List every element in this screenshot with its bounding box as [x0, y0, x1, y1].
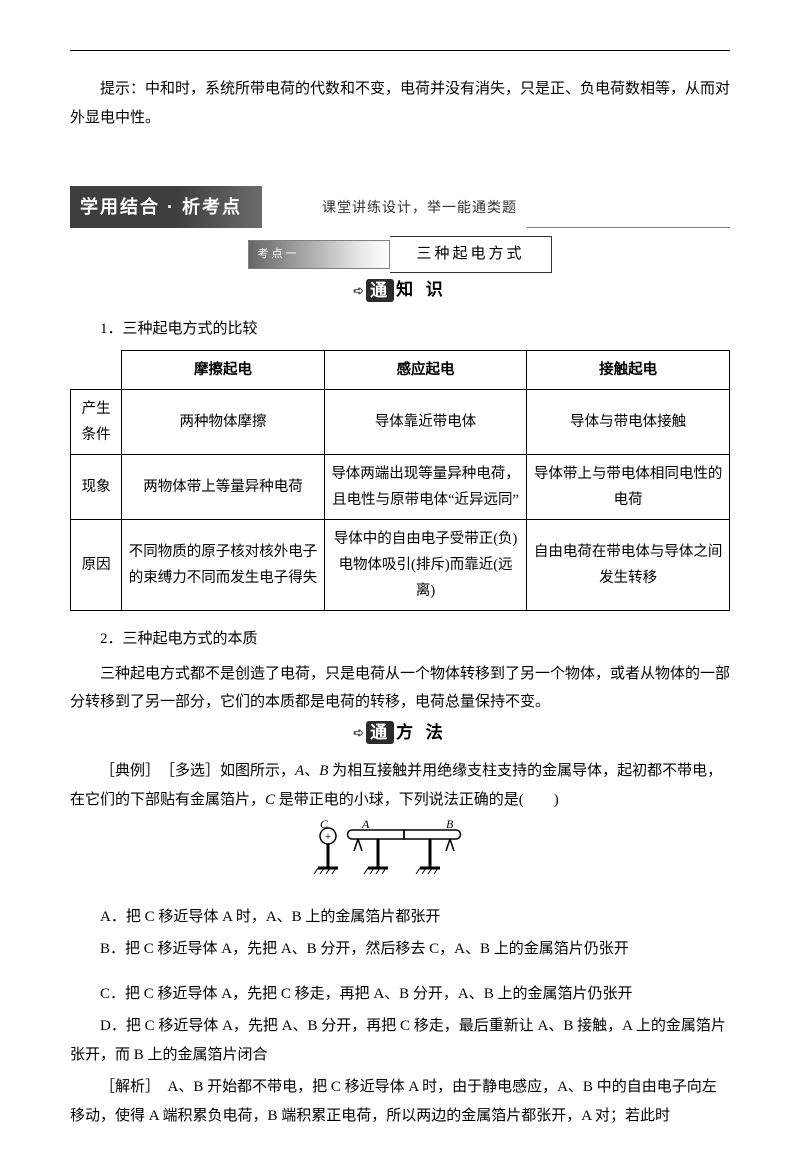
- table-row: 摩擦起电 感应起电 接触起电: [71, 350, 730, 389]
- fig-conductor-a: [348, 830, 404, 839]
- intro-paragraph: 提示：中和时，系统所带电荷的代数和不变，电荷并没有消失，只是正、负电荷数相等，从…: [70, 75, 730, 132]
- th-friction: 摩擦起电: [122, 350, 325, 389]
- badge-knowledge: ➪ 通 知 识: [70, 277, 730, 306]
- example-stem: ［典例］ ［多选］如图所示，A、B 为相互接触并用绝缘支柱支持的金属导体，起初都…: [70, 757, 730, 814]
- fig-label-A: A: [361, 818, 370, 831]
- badge-dark: 通: [366, 721, 394, 744]
- section-banner: 学用结合 · 析考点 课堂讲练设计，举一能通类题: [70, 186, 730, 228]
- option-b: B．把 C 移近导体 A，先把 A、B 分开，然后移去 C，A、B 上的金属箔片…: [70, 935, 730, 964]
- badge-method: ➪ 通 方 法: [70, 719, 730, 748]
- banner-subtitle: 课堂讲练设计，举一能通类题: [322, 194, 517, 221]
- var-B: B: [319, 763, 328, 779]
- stem-c: 是带正电的小球，下列说法正确的是( ): [275, 792, 559, 808]
- option-a: A．把 C 移近导体 A 时，A、B 上的金属箔片都张开: [70, 903, 730, 932]
- topic-chip: 考点一: [248, 240, 390, 269]
- badge-arrow-icon: ➪: [353, 283, 364, 299]
- table-row: 产生条件 两种物体摩擦 导体靠近带电体 导体与带电体接触: [71, 389, 730, 454]
- cell: 自由电荷在带电体与导体之间发生转移: [527, 520, 730, 611]
- cell: 导体两端出现等量异种电荷，且电性与原带电体“近异远同”: [324, 454, 527, 519]
- fig-conductor-b: [404, 830, 460, 839]
- var-A: A: [295, 763, 304, 779]
- th-contact: 接触起电: [527, 350, 730, 389]
- stem-a: ［典例］ ［多选］如图所示，: [100, 763, 295, 779]
- badge-dark: 通: [366, 279, 394, 302]
- badge-light: 知 识: [394, 280, 447, 300]
- option-d: D．把 C 移近导体 A，先把 A、B 分开，再把 C 移走，最后重新让 A、B…: [70, 1012, 730, 1069]
- row-label: 产生条件: [71, 389, 122, 454]
- banner-line: [527, 227, 730, 228]
- banner-title: 学用结合 · 析考点: [70, 186, 262, 228]
- cell: 两物体带上等量异种电荷: [122, 454, 325, 519]
- option-c: C．把 C 移近导体 A，先把 C 移走，再把 A、B 分开，A、B 上的金属箔…: [70, 980, 730, 1009]
- analysis-paragraph: ［解析］ A、B 开始都不带电，把 C 移近导体 A 时，由于静电感应，A、B …: [70, 1073, 730, 1130]
- page: 提示：中和时，系统所带电荷的代数和不变，电荷并没有消失，只是正、负电荷数相等，从…: [0, 0, 800, 1170]
- cell: 导体中的自由电子受带正(负)电物体吸引(排斥)而靠近(远离): [324, 520, 527, 611]
- row-label: 现象: [71, 454, 122, 519]
- badge-light: 方 法: [394, 723, 447, 743]
- sec2-paragraph: 三种起电方式都不是创造了电荷，只是电荷从一个物体转移到了另一个物体，或者从物体的…: [70, 660, 730, 717]
- th-induction: 感应起电: [324, 350, 527, 389]
- cell: 导体带上与带电体相同电性的电荷: [527, 454, 730, 519]
- sec1-heading: 1．三种起电方式的比较: [70, 315, 730, 344]
- badge-arrow-icon: ➪: [353, 725, 364, 741]
- cell: 不同物质的原子核对核外电子的束缚力不同而发生电子得失: [122, 520, 325, 611]
- comparison-table: 摩擦起电 感应起电 接触起电 产生条件 两种物体摩擦 导体靠近带电体 导体与带电…: [70, 350, 730, 612]
- row-label: 原因: [71, 520, 122, 611]
- cell: 两种物体摩擦: [122, 389, 325, 454]
- fig-plus-icon: +: [325, 829, 332, 843]
- cell: 导体与带电体接触: [527, 389, 730, 454]
- topic-row: 考点一 三种起电方式: [70, 236, 730, 273]
- table-row: 原因 不同物质的原子核对核外电子的束缚力不同而发生电子得失 导体中的自由电子受带…: [71, 520, 730, 611]
- fig-label-B: B: [446, 818, 454, 831]
- top-rule: [70, 50, 730, 51]
- var-C: C: [265, 792, 275, 808]
- sec2-heading: 2．三种起电方式的本质: [70, 625, 730, 654]
- experiment-figure: C + A B: [70, 818, 730, 893]
- cell: 导体靠近带电体: [324, 389, 527, 454]
- topic-title: 三种起电方式: [390, 236, 551, 273]
- table-row: 现象 两物体带上等量异种电荷 导体两端出现等量异种电荷，且电性与原带电体“近异远…: [71, 454, 730, 519]
- table-corner: [71, 350, 122, 389]
